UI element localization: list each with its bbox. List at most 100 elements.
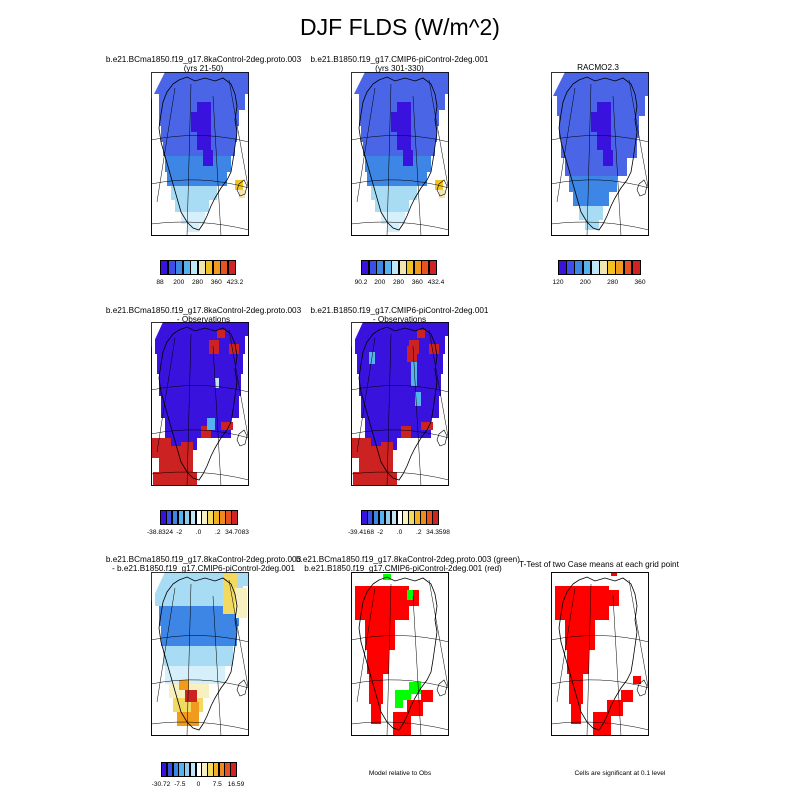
colorbar-r2c2: -39.4168 -2 .0 .2 34.3598	[348, 510, 450, 536]
panel-title-r2c1-line1: b.e21.BCma1850.f19_g17.8kaControl-2deg.p…	[105, 306, 302, 315]
island-coastline	[636, 679, 648, 697]
grid-cell	[163, 646, 233, 666]
panel-title-r3c2-line1: b.e21.BCma1850.f19_g17.8kaControl-2deg.p…	[296, 555, 520, 564]
ocean-mask	[151, 322, 163, 348]
panel-title-r2c1: b.e21.BCma1850.f19_g17.8kaControl-2deg.p…	[96, 306, 311, 324]
grid-cell	[411, 362, 417, 386]
colorbar-tick-label: -30.72	[151, 781, 171, 788]
graticule-line	[428, 79, 449, 193]
grid-cell	[207, 418, 215, 430]
graticule-line	[586, 83, 592, 236]
colorbar-tick-label: -38.8324	[146, 529, 174, 536]
colorbar-tick-label: 88	[156, 279, 164, 286]
map-panel-r2c1	[151, 322, 249, 486]
graticule-line	[351, 721, 449, 731]
grid-cell	[381, 442, 393, 456]
grid-cell	[603, 150, 613, 166]
grid-cell	[151, 322, 249, 336]
grid-cell	[181, 442, 193, 456]
grid-cell	[381, 212, 405, 224]
colorbar-tick-label: .0	[195, 529, 202, 536]
ocean-mask	[351, 322, 363, 348]
panel-title-r2c1-line2: - Observations	[176, 314, 231, 324]
colorbar-cell	[631, 260, 641, 275]
graticule-line	[212, 95, 222, 236]
note-model-relative: Model relative to Obs	[368, 770, 432, 777]
greenland-map-r1c2	[351, 72, 449, 236]
grid-cell	[201, 426, 211, 438]
graticule-line	[351, 221, 449, 231]
colorbar-tick-label: 200	[173, 279, 185, 286]
map-border	[151, 322, 249, 486]
island-coastline	[436, 679, 448, 697]
grid-cell	[591, 112, 599, 132]
graticule-line	[386, 583, 392, 736]
colorbar-tick-label: .2	[215, 529, 221, 536]
grid-cell	[353, 472, 397, 486]
grid-cell	[351, 72, 449, 80]
grid-cell	[607, 700, 623, 716]
grid-cell	[203, 150, 213, 166]
grid-cell	[359, 374, 441, 396]
ocean-mask	[151, 72, 165, 100]
grid-cell	[355, 336, 445, 354]
graticule-line	[351, 471, 449, 481]
grid-cell	[355, 586, 409, 620]
panel-title-r3c3-line1: T-Test of two Case means at each grid po…	[519, 560, 679, 569]
grid-cell	[357, 354, 443, 374]
panel-title-r1c2-line2: (yrs 301-330)	[375, 63, 424, 73]
graticule-line	[151, 471, 249, 481]
grid-cell	[371, 186, 417, 200]
map-panel-r3c2	[351, 572, 449, 736]
grid-cell	[365, 156, 431, 172]
grid-cell	[153, 472, 197, 486]
grid-cell	[621, 690, 633, 702]
graticule-line	[212, 345, 222, 486]
grid-cell	[395, 690, 411, 700]
panel-title-r3c1-line2: - b.e21.B1850.f19_g17.CMIP6-piControl-2d…	[112, 563, 295, 573]
graticule-line	[228, 79, 249, 193]
colorbar-r1c1: 88 200 280 360 423.2	[156, 260, 243, 286]
colorbar-tick-label: 90.2	[354, 279, 368, 286]
graticule-line	[212, 595, 222, 736]
colorbar-r2c1: -38.8324 -2 .0 .2 34.7083	[147, 510, 249, 536]
panel-title-r2c2: b.e21.B1850.f19_g17.CMIP6-piControl-2deg…	[297, 306, 502, 324]
grid-cell	[415, 392, 421, 406]
grid-cell	[157, 354, 243, 374]
grid-cell	[565, 158, 627, 176]
greenland-map-r3c2	[351, 572, 449, 736]
graticule-line	[356, 587, 376, 703]
colorbar-tick-label: -39.4168	[347, 529, 375, 536]
grid-cell	[397, 102, 411, 150]
colorbar-tick-label: 34.3598	[426, 529, 450, 536]
grid-cell	[351, 80, 449, 94]
panel-title-r1c2-line1: b.e21.B1850.f19_g17.CMIP6-piControl-2deg…	[310, 55, 489, 64]
coastline	[158, 76, 238, 231]
graticule-line	[428, 579, 449, 693]
graticule-line	[412, 345, 422, 486]
map-panel-r1c3	[551, 72, 649, 236]
ocean-mask	[351, 72, 365, 100]
grid-cell	[215, 378, 219, 388]
grid-cell	[159, 374, 241, 396]
grid-cell	[567, 650, 589, 674]
grid-cell	[571, 704, 581, 724]
graticule-line	[186, 333, 192, 486]
colorbar-cell	[231, 510, 238, 525]
coastline	[558, 576, 638, 731]
colorbar-tick-label: 360	[634, 279, 646, 286]
panel-title-r1c3: RACMO2.3	[549, 63, 647, 73]
grid-cell	[609, 590, 619, 606]
graticule-line	[628, 79, 649, 193]
graticule-line	[551, 721, 649, 731]
grid-cell	[409, 590, 419, 606]
grid-cell	[551, 72, 649, 82]
graticule-line	[151, 221, 249, 231]
grid-cell	[179, 680, 189, 690]
colorbar-r3c1: -30.72 -7.5 0 7.5 16.59	[152, 762, 244, 788]
graticule-line	[612, 95, 622, 236]
grid-cell	[161, 626, 237, 646]
colorbar-tick-label: .0	[396, 529, 403, 536]
grid-cell	[361, 396, 439, 418]
ocean-mask	[151, 572, 165, 602]
